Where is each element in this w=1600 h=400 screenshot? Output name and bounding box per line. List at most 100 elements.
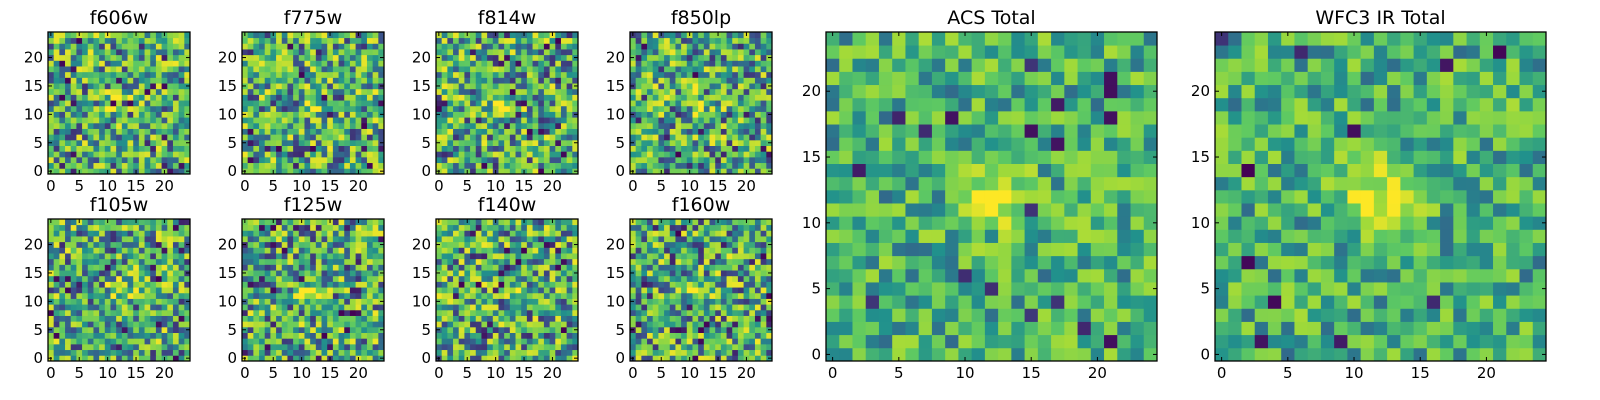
heatmap-cell	[310, 117, 317, 124]
heatmap-cell	[310, 230, 317, 237]
heatmap-cell	[138, 309, 145, 316]
heatmap-cell	[652, 54, 659, 61]
heatmap-cell	[681, 355, 688, 362]
heatmap-cell	[681, 77, 688, 84]
heatmap-cell	[504, 105, 511, 112]
heatmap-cell	[270, 77, 277, 84]
heatmap-cell	[344, 128, 351, 135]
heatmap-cell	[543, 128, 550, 135]
heatmap-cell	[93, 128, 100, 135]
heatmap-cell	[315, 270, 322, 277]
heatmap-cell	[521, 145, 528, 152]
heatmap-cell	[332, 54, 339, 61]
heatmap-cell	[310, 309, 317, 316]
heatmap-cell	[647, 32, 654, 39]
heatmap-cell	[720, 122, 727, 129]
heatmap-cell	[172, 270, 180, 277]
heatmap-cell	[242, 105, 249, 112]
heatmap-cell	[110, 349, 117, 356]
heatmap-cell	[161, 224, 168, 231]
heatmap-cell	[760, 162, 767, 169]
heatmap-cell	[453, 156, 460, 164]
heatmap-cell	[332, 224, 339, 231]
heatmap-cell	[281, 105, 288, 112]
heatmap-cell	[521, 43, 528, 50]
heatmap-cells	[242, 219, 385, 362]
heatmap-cell	[749, 54, 756, 61]
heatmap-cell	[555, 139, 562, 146]
heatmap-cell	[692, 94, 699, 101]
heatmap-cell	[681, 54, 688, 61]
heatmap-cell	[155, 275, 162, 282]
heatmap-cell	[110, 43, 117, 50]
heatmap-cell	[458, 122, 465, 129]
heatmap-cell	[150, 315, 157, 322]
heatmap-cell	[344, 219, 351, 226]
heatmap-cell	[167, 236, 174, 243]
heatmap-cell	[70, 88, 77, 95]
heatmap-cell	[264, 275, 271, 282]
heatmap-cell	[133, 77, 140, 84]
heatmap-cell	[281, 122, 288, 129]
heatmap-cell	[447, 168, 454, 175]
heatmap-cell	[304, 77, 311, 84]
heatmap-cell	[361, 338, 368, 345]
heatmap-cell	[732, 37, 739, 44]
heatmap-cell	[276, 332, 283, 339]
heatmap-cell	[464, 128, 471, 135]
heatmap-cell	[184, 88, 191, 95]
heatmap-cell	[686, 111, 693, 118]
heatmap-cell	[470, 32, 477, 39]
heatmap-cell	[110, 219, 117, 226]
heatmap-cell	[470, 117, 477, 124]
heatmap-cell	[167, 326, 174, 333]
heatmap-cell	[361, 49, 368, 56]
heatmap-cell	[754, 304, 762, 311]
heatmap-cell	[355, 77, 362, 84]
heatmap-cell	[70, 60, 77, 67]
heatmap-cell	[715, 162, 722, 169]
heatmap-cell	[453, 275, 460, 282]
heatmap-cell	[99, 162, 106, 169]
heatmap-cell	[99, 100, 106, 107]
heatmap-cell	[310, 37, 317, 44]
heatmap-cell	[515, 309, 522, 316]
heatmap-cell	[754, 332, 762, 339]
heatmap-cell	[720, 151, 727, 158]
heatmap-cell	[70, 94, 77, 101]
heatmap-cell	[458, 321, 465, 328]
heatmap-cell	[652, 304, 659, 311]
heatmap-cell	[675, 326, 682, 333]
heatmap-cell	[703, 83, 710, 90]
panel-title: f140w	[478, 194, 537, 216]
heatmap-cell	[264, 326, 271, 333]
heatmap-cell	[532, 292, 539, 299]
heatmap-cell	[298, 338, 305, 345]
heatmap-cell	[572, 247, 579, 254]
heatmap-cell	[686, 321, 693, 328]
heatmap-cell	[76, 230, 83, 237]
heatmap-cell	[555, 304, 562, 311]
heatmap-cell	[555, 349, 562, 356]
heatmap-cell	[298, 43, 305, 50]
heatmap-cell	[492, 71, 499, 78]
heatmap-cell	[560, 230, 568, 237]
heatmap-cell	[521, 292, 528, 299]
heatmap-cell	[555, 105, 562, 112]
heatmap-cell	[372, 105, 379, 112]
heatmap-cell	[754, 54, 762, 61]
heatmap-cell	[259, 111, 266, 118]
heatmap-cell	[298, 111, 305, 118]
heatmap-cell	[743, 315, 750, 322]
heatmap-cell	[247, 304, 254, 311]
heatmap-cell	[133, 304, 140, 311]
heatmap-cell	[498, 88, 505, 95]
heatmap-cell	[686, 134, 693, 141]
heatmap-cell	[526, 139, 533, 146]
heatmap-cell	[110, 287, 117, 294]
heatmap-cell	[276, 37, 283, 44]
heatmap-cell	[281, 349, 288, 356]
heatmap-cell	[470, 77, 477, 84]
heatmap-cell	[293, 66, 300, 73]
heatmap-cell	[99, 77, 106, 84]
